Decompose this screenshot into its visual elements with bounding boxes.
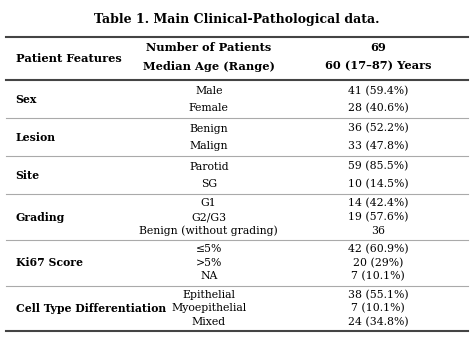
Text: 28 (40.6%): 28 (40.6%) [348, 103, 409, 113]
Text: Benign (without grading): Benign (without grading) [139, 225, 278, 236]
Text: 33 (47.8%): 33 (47.8%) [348, 141, 409, 151]
Text: SG: SG [201, 179, 217, 189]
Text: 7 (10.1%): 7 (10.1%) [352, 271, 405, 281]
Text: 60 (17–87) Years: 60 (17–87) Years [325, 61, 432, 72]
Text: 59 (85.5%): 59 (85.5%) [348, 161, 409, 172]
Text: NA: NA [200, 272, 218, 281]
Text: 41 (59.4%): 41 (59.4%) [348, 86, 409, 96]
Text: Female: Female [189, 103, 228, 113]
Text: Cell Type Differentiation: Cell Type Differentiation [16, 303, 165, 314]
Text: 10 (14.5%): 10 (14.5%) [348, 179, 409, 189]
Text: G2/G3: G2/G3 [191, 212, 226, 222]
Text: Lesion: Lesion [16, 132, 55, 143]
Text: Number of Patients: Number of Patients [146, 42, 271, 53]
Text: 38 (55.1%): 38 (55.1%) [348, 290, 409, 300]
Text: 24 (34.8%): 24 (34.8%) [348, 317, 409, 327]
Text: Male: Male [195, 86, 222, 96]
Text: Benign: Benign [190, 124, 228, 133]
Text: ≤5%: ≤5% [196, 244, 222, 254]
Text: Malign: Malign [190, 141, 228, 151]
Text: Myoepithelial: Myoepithelial [171, 303, 246, 313]
Text: Mixed: Mixed [191, 317, 226, 327]
Text: Parotid: Parotid [189, 161, 228, 172]
Text: 19 (57.6%): 19 (57.6%) [348, 212, 409, 222]
Text: 20 (29%): 20 (29%) [353, 258, 403, 268]
Text: 36 (52.2%): 36 (52.2%) [348, 124, 409, 134]
Text: 7 (10.1%): 7 (10.1%) [352, 303, 405, 314]
Text: Table 1. Main Clinical-Pathological data.: Table 1. Main Clinical-Pathological data… [94, 13, 380, 26]
Text: Epithelial: Epithelial [182, 290, 235, 299]
Text: 42 (60.9%): 42 (60.9%) [348, 244, 409, 254]
Text: Grading: Grading [16, 212, 65, 223]
Text: 36: 36 [371, 226, 385, 236]
Text: >5%: >5% [196, 258, 222, 268]
Text: 14 (42.4%): 14 (42.4%) [348, 198, 409, 209]
Text: 69: 69 [371, 42, 386, 53]
Text: Patient Features: Patient Features [16, 53, 121, 64]
Text: Median Age (Range): Median Age (Range) [143, 61, 275, 72]
Text: Site: Site [16, 170, 40, 181]
Text: G1: G1 [201, 198, 217, 209]
Text: Ki67 Score: Ki67 Score [16, 257, 82, 268]
Text: Sex: Sex [16, 94, 37, 105]
